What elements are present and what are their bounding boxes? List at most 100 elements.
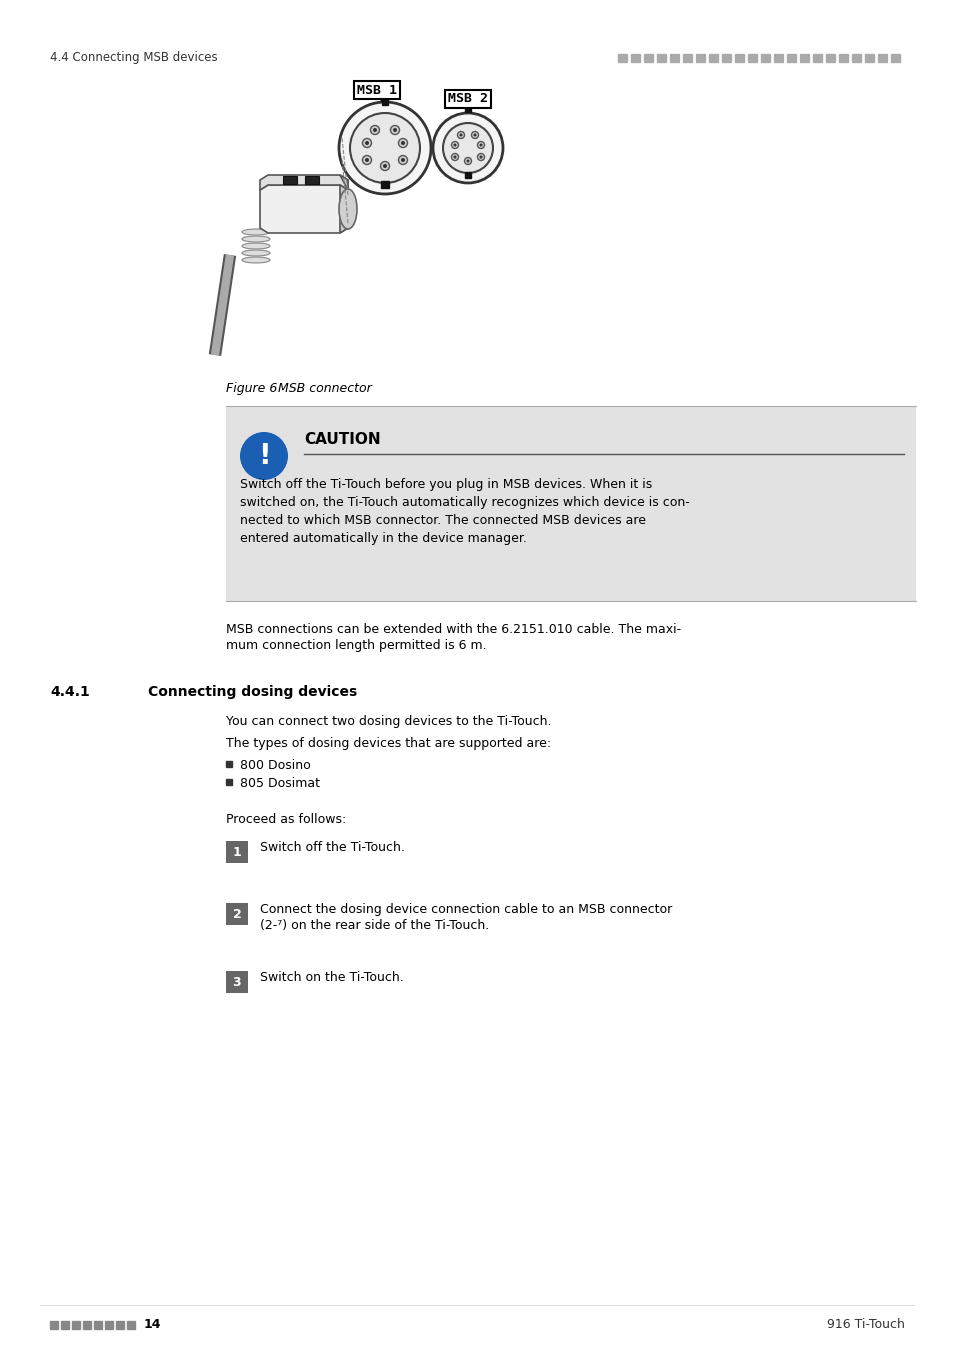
Bar: [734, 54, 743, 62]
Bar: [94, 1322, 102, 1328]
Bar: [825, 54, 834, 62]
Text: nected to which MSB connector. The connected MSB devices are: nected to which MSB connector. The conne…: [240, 514, 645, 526]
Circle shape: [400, 158, 405, 162]
Ellipse shape: [242, 236, 270, 242]
Circle shape: [362, 155, 371, 165]
Text: 916 Ti-Touch: 916 Ti-Touch: [826, 1319, 904, 1331]
Bar: [226, 903, 248, 925]
Circle shape: [459, 134, 462, 136]
Circle shape: [373, 128, 376, 132]
Bar: [127, 1322, 135, 1328]
Circle shape: [380, 162, 389, 170]
Circle shape: [365, 140, 369, 144]
Text: MSB connections can be extended with the 6.2151.010 cable. The maxi-: MSB connections can be extended with the…: [226, 622, 680, 636]
Polygon shape: [260, 185, 348, 234]
Bar: [851, 54, 861, 62]
Text: 800 Dosino: 800 Dosino: [240, 759, 311, 772]
Text: Switch on the Ti-Touch.: Switch on the Ti-Touch.: [260, 971, 403, 984]
Circle shape: [362, 139, 371, 147]
Bar: [890, 54, 899, 62]
Bar: [71, 1322, 80, 1328]
Bar: [116, 1322, 124, 1328]
Text: (2-⁷) on the rear side of the Ti-Touch.: (2-⁷) on the rear side of the Ti-Touch.: [260, 919, 489, 931]
Bar: [283, 176, 296, 184]
Text: 1: 1: [233, 845, 241, 859]
Bar: [305, 176, 318, 184]
Bar: [226, 971, 248, 994]
Bar: [786, 54, 795, 62]
Circle shape: [477, 142, 484, 148]
Circle shape: [464, 158, 471, 165]
Polygon shape: [380, 181, 389, 188]
Text: 2: 2: [233, 907, 241, 921]
Ellipse shape: [242, 250, 270, 256]
Text: 14: 14: [144, 1319, 161, 1331]
Bar: [800, 54, 808, 62]
Circle shape: [451, 154, 458, 161]
Circle shape: [390, 126, 399, 135]
Bar: [83, 1322, 91, 1328]
Bar: [630, 54, 639, 62]
Text: Switch off the Ti-Touch.: Switch off the Ti-Touch.: [260, 841, 404, 855]
Bar: [464, 104, 471, 112]
Bar: [618, 54, 626, 62]
Text: 4.4 Connecting MSB devices: 4.4 Connecting MSB devices: [50, 51, 217, 65]
Bar: [877, 54, 886, 62]
Circle shape: [370, 126, 379, 135]
Text: 3: 3: [233, 976, 241, 988]
Circle shape: [398, 155, 407, 165]
Circle shape: [382, 163, 387, 167]
Circle shape: [398, 139, 407, 147]
Ellipse shape: [242, 256, 270, 263]
Circle shape: [240, 432, 288, 481]
Polygon shape: [339, 176, 348, 234]
Polygon shape: [260, 176, 348, 190]
Circle shape: [442, 123, 493, 173]
Circle shape: [479, 155, 482, 158]
Bar: [682, 54, 691, 62]
Text: !: !: [257, 441, 270, 470]
Bar: [747, 54, 757, 62]
Circle shape: [451, 142, 458, 148]
Text: Switch off the Ti-Touch before you plug in MSB devices. When it is: Switch off the Ti-Touch before you plug …: [240, 478, 652, 491]
Bar: [708, 54, 718, 62]
Bar: [105, 1322, 112, 1328]
Bar: [696, 54, 704, 62]
Bar: [226, 841, 248, 863]
Text: Figure 6: Figure 6: [226, 382, 277, 396]
Circle shape: [453, 143, 456, 147]
Circle shape: [457, 131, 464, 139]
Text: MSB connector: MSB connector: [277, 382, 372, 396]
Text: 4.4.1: 4.4.1: [50, 684, 90, 699]
Text: MSB 2: MSB 2: [448, 93, 488, 105]
Circle shape: [400, 140, 405, 144]
Bar: [226, 761, 232, 767]
Circle shape: [473, 134, 476, 136]
Circle shape: [479, 143, 482, 147]
Circle shape: [350, 113, 419, 184]
Bar: [61, 1322, 69, 1328]
Bar: [838, 54, 847, 62]
Text: MSB 1: MSB 1: [356, 84, 396, 96]
Circle shape: [393, 128, 396, 132]
Bar: [669, 54, 679, 62]
Bar: [657, 54, 665, 62]
Bar: [226, 406, 915, 601]
Text: 805 Dosimat: 805 Dosimat: [240, 778, 319, 790]
Text: mum connection length permitted is 6 m.: mum connection length permitted is 6 m.: [226, 639, 486, 652]
Text: CAUTION: CAUTION: [304, 432, 380, 447]
Bar: [721, 54, 730, 62]
Bar: [226, 779, 232, 784]
Bar: [812, 54, 821, 62]
Text: Connect the dosing device connection cable to an MSB connector: Connect the dosing device connection cab…: [260, 903, 672, 917]
Circle shape: [466, 159, 469, 162]
Text: The types of dosing devices that are supported are:: The types of dosing devices that are sup…: [226, 737, 551, 751]
Bar: [381, 97, 388, 105]
Bar: [760, 54, 769, 62]
Circle shape: [477, 154, 484, 161]
Bar: [773, 54, 782, 62]
Ellipse shape: [242, 243, 270, 248]
Circle shape: [453, 155, 456, 158]
Text: switched on, the Ti-Touch automatically recognizes which device is con-: switched on, the Ti-Touch automatically …: [240, 495, 689, 509]
Circle shape: [365, 158, 369, 162]
